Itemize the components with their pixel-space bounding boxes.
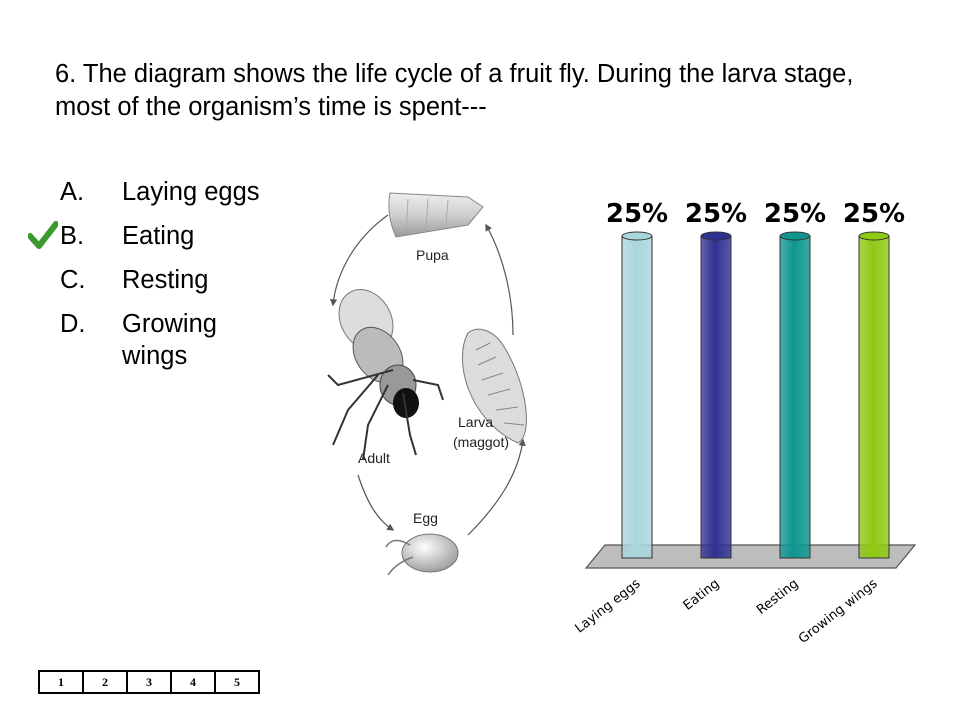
page-4-cell[interactable]: 4 [172, 672, 216, 692]
answer-d[interactable]: D. Growing wings [60, 308, 280, 372]
answer-c[interactable]: C. Resting [60, 264, 280, 296]
adult-fly-illustration [327, 289, 444, 461]
label-larva: Larva [458, 414, 493, 430]
bar-laying-eggs [621, 235, 653, 559]
answer-text: Eating [122, 222, 195, 250]
bar-eating [700, 235, 732, 559]
data-label-eating: 25% [685, 199, 747, 229]
checkmark-icon [28, 221, 58, 249]
data-label-resting: 25% [764, 199, 826, 229]
answer-b[interactable]: B. Eating [28, 220, 280, 252]
cycle-arrow-larva-to-pupa [485, 223, 514, 336]
page-2-cell[interactable]: 2 [84, 672, 128, 692]
label-maggot: (maggot) [453, 434, 509, 450]
category-label-eating: Eating [681, 576, 723, 613]
answer-list: A. Laying eggs B. Eating C. Resting D. G… [28, 176, 280, 384]
answer-letter: A. [60, 178, 85, 206]
answer-a[interactable]: A. Laying eggs [60, 176, 280, 208]
page-3-cell[interactable]: 3 [128, 672, 172, 692]
category-label-resting: Resting [754, 576, 801, 618]
answer-text: Growing wings [122, 310, 217, 370]
category-label-laying-eggs: Laying eggs [572, 576, 643, 636]
bar-cap-growing-wings [858, 231, 890, 241]
answer-text: Laying eggs [122, 178, 260, 206]
page-indicator: 1 2 3 4 5 [38, 670, 260, 694]
question-text: 6. The diagram shows the life cycle of a… [55, 60, 854, 121]
label-egg: Egg [413, 510, 438, 526]
larva-illustration [461, 328, 527, 444]
data-label-growing-wings: 25% [843, 199, 905, 229]
response-bar-chart: 25% Laying eggs 25% Eating 25% Resting 25% Grow… [572, 199, 917, 647]
cycle-arrow-pupa-to-adult [329, 214, 389, 307]
answer-text: Resting [122, 266, 209, 294]
data-label-laying-eggs: 25% [606, 199, 668, 229]
chart-floor [584, 544, 917, 569]
bar-cap-resting [779, 231, 811, 241]
bar-cap-laying-eggs [621, 231, 653, 241]
pupa-illustration [388, 192, 484, 238]
answer-letter: B. [60, 222, 85, 250]
bar-cap-eating [700, 231, 732, 241]
bar-growing-wings [858, 235, 890, 559]
cycle-arrow-adult-to-egg [357, 474, 395, 531]
label-adult: Adult [358, 450, 390, 466]
category-label-growing-wings: Growing wings [796, 576, 881, 647]
answer-letter: C. [60, 266, 86, 294]
fruit-fly-life-cycle-diagram: Pupa Adult Larva (maggot) Egg [327, 192, 527, 576]
egg-illustration [385, 533, 459, 576]
page-5-cell[interactable]: 5 [234, 674, 240, 689]
label-pupa: Pupa [416, 247, 449, 263]
bar-resting [779, 235, 811, 559]
answer-letter: D. [60, 310, 86, 338]
cycle-arrow-egg-to-larva [467, 438, 526, 536]
page-1-cell[interactable]: 1 [40, 672, 84, 692]
